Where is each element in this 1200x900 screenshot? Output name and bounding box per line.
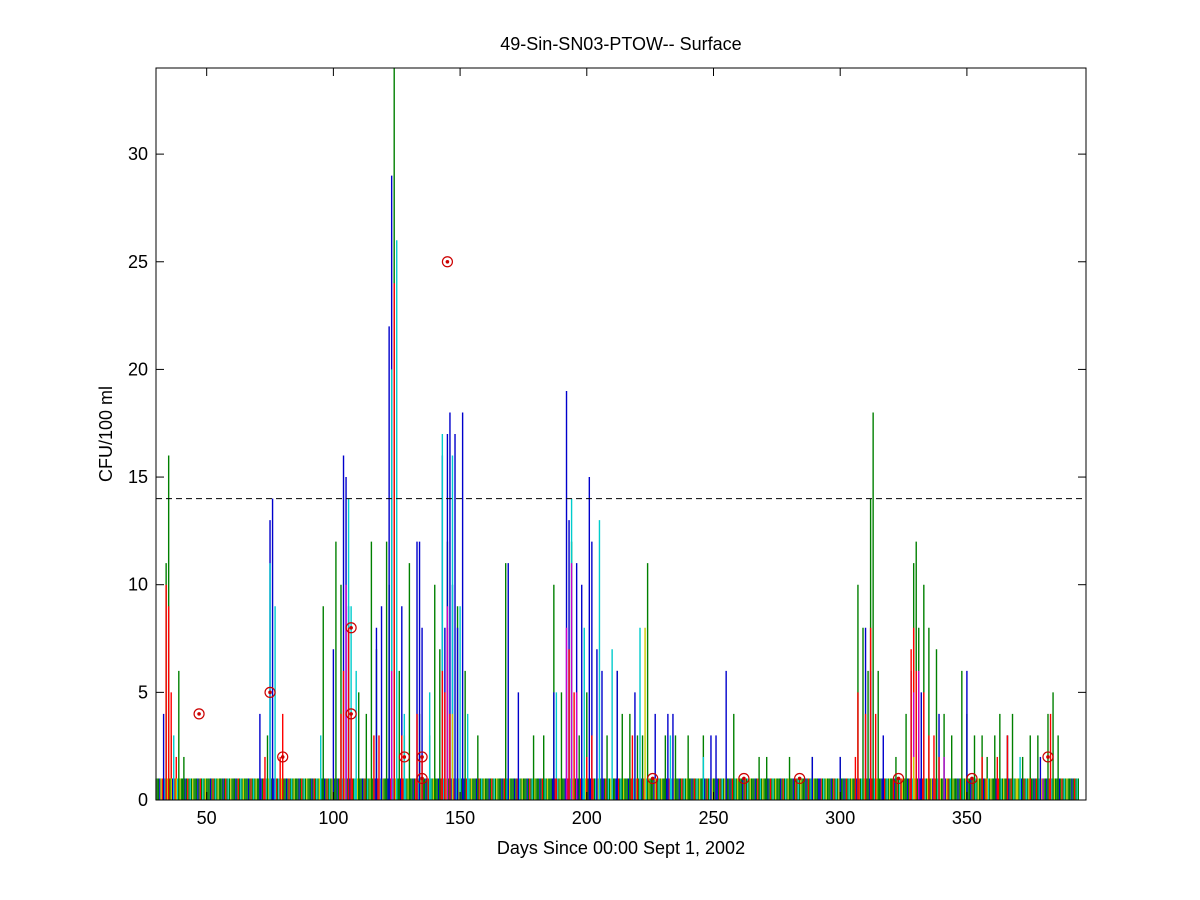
marker-ring <box>794 772 806 785</box>
sample-marker <box>193 708 205 720</box>
sample-marker <box>277 751 289 763</box>
y-tick-label: 5 <box>138 682 148 702</box>
marker-ring <box>738 772 750 785</box>
marker-dot <box>402 755 407 759</box>
marker-dot <box>420 776 424 781</box>
marker-dot <box>1046 755 1050 759</box>
plot-frame <box>155 67 1087 801</box>
x-tick-label: 350 <box>952 808 982 828</box>
sample-marker <box>738 772 750 785</box>
y-tick-label: 0 <box>138 790 148 810</box>
bars-layer <box>155 68 1079 800</box>
sample-marker <box>1042 751 1054 763</box>
marker-ring <box>193 708 205 720</box>
sample-marker <box>264 686 276 698</box>
x-axis: 50 100 150 200 250 300 350 <box>197 68 982 828</box>
plot-background <box>156 68 1086 800</box>
sample-marker <box>416 751 428 763</box>
y-tick-label: 25 <box>128 252 148 272</box>
marker-ring <box>277 751 289 763</box>
marker-ring <box>1042 751 1054 763</box>
marker-ring <box>345 622 357 634</box>
chart-title: 49-Sin-SN03-PTOW-- Surface <box>500 34 741 54</box>
markers-layer <box>193 256 1054 785</box>
marker-ring <box>345 708 357 720</box>
sample-marker <box>647 772 659 785</box>
sample-marker <box>441 256 454 268</box>
marker-ring <box>647 772 659 785</box>
sample-marker <box>416 772 428 785</box>
x-tick-label: 100 <box>318 808 348 828</box>
sample-marker <box>794 772 806 785</box>
marker-ring <box>441 256 454 268</box>
marker-dot <box>349 625 353 630</box>
marker-dot <box>280 755 285 759</box>
marker-dot <box>420 755 424 759</box>
marker-ring <box>264 686 276 698</box>
marker-dot <box>650 776 655 781</box>
sample-marker <box>966 772 978 785</box>
marker-ring <box>892 772 905 785</box>
sample-marker <box>398 751 410 763</box>
marker-dot <box>349 712 353 716</box>
y-axis: 0 5 10 15 20 25 30 <box>128 144 1086 810</box>
marker-dot <box>797 776 802 781</box>
marker-ring <box>966 772 978 785</box>
x-tick-label: 200 <box>572 808 602 828</box>
marker-dot <box>445 259 450 264</box>
y-tick-label: 15 <box>128 467 148 487</box>
marker-dot <box>742 776 746 781</box>
marker-ring <box>416 772 428 785</box>
x-tick-label: 250 <box>698 808 728 828</box>
marker-ring <box>416 751 428 763</box>
x-tick-label: 300 <box>825 808 855 828</box>
sample-marker <box>892 772 905 785</box>
marker-dot <box>197 712 201 716</box>
x-tick-label: 50 <box>197 808 217 828</box>
y-tick-label: 20 <box>128 359 148 379</box>
marker-dot <box>268 690 272 695</box>
sample-marker <box>345 622 357 634</box>
x-tick-label: 150 <box>445 808 475 828</box>
y-tick-label: 10 <box>128 575 148 595</box>
marker-dot <box>896 776 901 781</box>
y-axis-label: CFU/100 ml <box>96 386 116 482</box>
sample-marker <box>345 708 357 720</box>
x-axis-label: Days Since 00:00 Sept 1, 2002 <box>497 838 745 858</box>
marker-ring <box>398 751 410 763</box>
marker-dot <box>970 776 974 781</box>
y-tick-label: 30 <box>128 144 148 164</box>
